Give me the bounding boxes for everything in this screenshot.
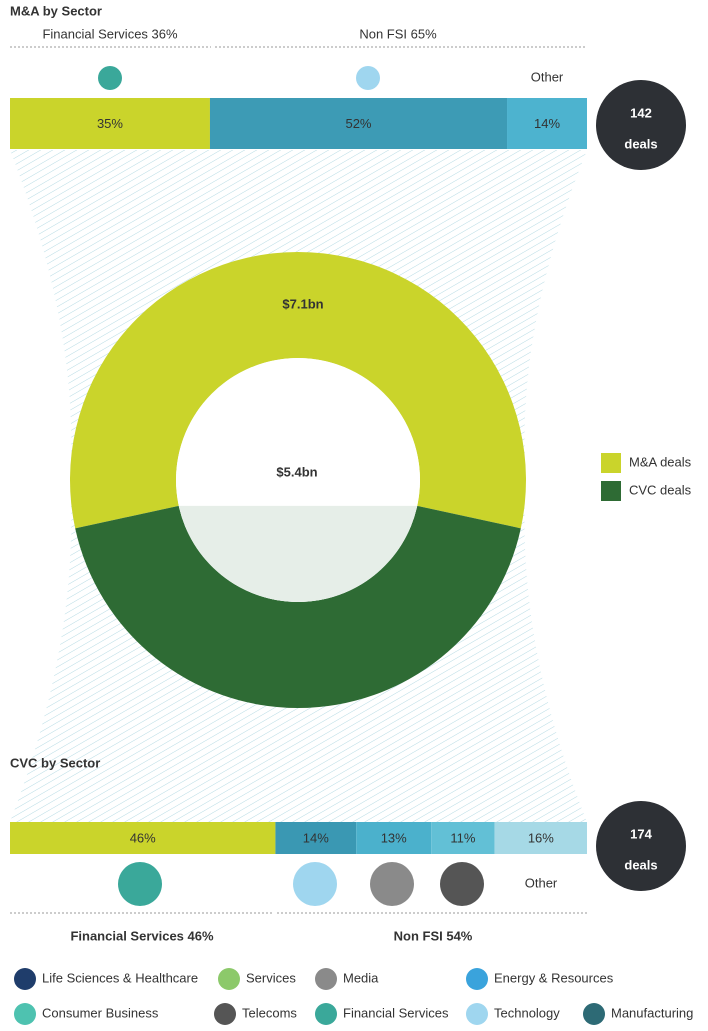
other-label: Other [531, 69, 564, 84]
value-label: 35% [97, 116, 123, 131]
donut-hole-tint [178, 505, 418, 602]
value-label: 52% [345, 116, 371, 131]
deals-count: 142 [630, 105, 652, 120]
chart-title: CVC by Sector [10, 755, 100, 770]
group-label: Non FSI 65% [359, 26, 437, 41]
value-label: 16% [528, 830, 554, 845]
deals-badge [596, 801, 686, 891]
sector-legend-icon [14, 968, 36, 990]
donut-slice [75, 505, 521, 708]
bar-segment [10, 98, 210, 149]
sector-legend-icon [315, 968, 337, 990]
group-label: Financial Services 46% [70, 928, 214, 943]
sector-icon [98, 66, 122, 90]
deals-label: deals [624, 136, 657, 151]
legend-swatch [601, 481, 621, 501]
deals-count: 174 [630, 826, 652, 841]
bar-segment [356, 822, 432, 854]
sector-icon [440, 862, 484, 906]
sector-legend-label: Media [343, 970, 379, 985]
bar-segment [507, 98, 587, 149]
legend-swatch [601, 453, 621, 473]
sector-icon [293, 862, 337, 906]
group-label: Financial Services 36% [42, 26, 178, 41]
sector-legend-icon [466, 968, 488, 990]
sector-legend-label: Manufacturing [611, 1005, 693, 1020]
sector-legend-label: Services [246, 970, 296, 985]
chart-title: M&A by Sector [10, 3, 102, 18]
sector-legend-label: Consumer Business [42, 1005, 159, 1020]
donut-value-label: $5.4bn [276, 464, 317, 479]
donut-value-label: $7.1bn [282, 296, 323, 311]
value-label: 14% [534, 116, 560, 131]
sector-legend-label: Life Sciences & Healthcare [42, 970, 198, 985]
sector-legend-label: Telecoms [242, 1005, 297, 1020]
sector-icon [370, 862, 414, 906]
bar-segment [431, 822, 495, 854]
value-label: 11% [450, 830, 475, 845]
bar-segment [209, 98, 508, 149]
bar-segment [10, 822, 276, 854]
deals-label: deals [624, 857, 657, 872]
sector-legend-icon [214, 1003, 236, 1025]
other-label: Other [525, 875, 558, 890]
sector-legend-icon [315, 1003, 337, 1025]
value-label: 13% [381, 830, 407, 845]
deals-badge [596, 80, 686, 170]
group-label: Non FSI 54% [394, 928, 473, 943]
sector-legend-icon [14, 1003, 36, 1025]
value-label: 14% [303, 830, 329, 845]
sector-legend-icon [466, 1003, 488, 1025]
sector-legend-icon [218, 968, 240, 990]
bar-segment [494, 822, 587, 854]
sector-legend-icon [583, 1003, 605, 1025]
sector-legend-label: Energy & Resources [494, 970, 614, 985]
sector-legend-label: Technology [494, 1005, 560, 1020]
donut-slice [70, 252, 526, 529]
bar-segment [275, 822, 357, 854]
sector-legend-label: Financial Services [343, 1005, 449, 1020]
sector-icon [356, 66, 380, 90]
value-label: 46% [130, 830, 156, 845]
legend-label: CVC deals [629, 482, 692, 497]
sector-icon [118, 862, 162, 906]
legend-label: M&A deals [629, 454, 692, 469]
